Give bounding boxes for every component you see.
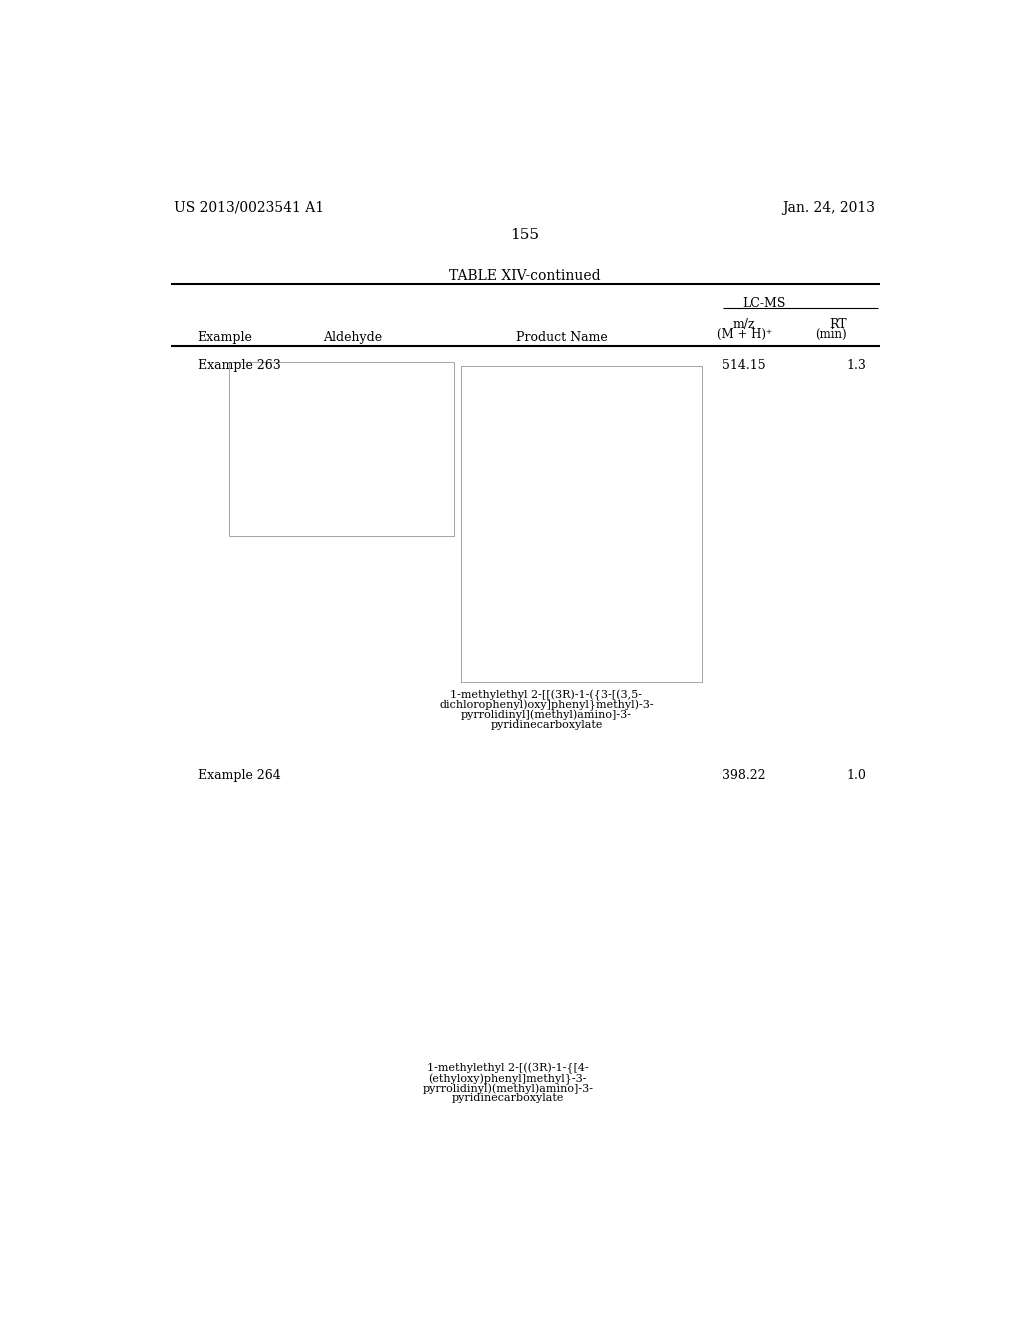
Text: 1.3: 1.3 [847, 359, 866, 372]
Text: pyrrolidinyl](methyl)amino]-3-: pyrrolidinyl](methyl)amino]-3- [461, 710, 632, 721]
Text: 155: 155 [510, 227, 540, 242]
Text: 1.0: 1.0 [847, 770, 866, 781]
Text: RT: RT [829, 318, 847, 331]
Text: m/z: m/z [733, 318, 756, 331]
Bar [228, 363, 454, 536]
Text: pyridinecarboxylate: pyridinecarboxylate [452, 1093, 564, 1104]
Text: pyridinecarboxylate: pyridinecarboxylate [490, 719, 603, 730]
Text: Aldehyde: Aldehyde [324, 331, 382, 345]
Text: (ethyloxy)phenyl]methyl}-3-: (ethyloxy)phenyl]methyl}-3- [428, 1073, 587, 1085]
Text: dichlorophenyl)oxy]phenyl}methyl)-3-: dichlorophenyl)oxy]phenyl}methyl)-3- [439, 700, 653, 711]
Text: TABLE XIV-continued: TABLE XIV-continued [449, 268, 601, 282]
Bar [461, 366, 701, 682]
Text: LC-MS: LC-MS [741, 297, 785, 310]
Text: (min): (min) [815, 327, 847, 341]
Text: 514.15: 514.15 [722, 359, 766, 372]
Text: US 2013/0023541 A1: US 2013/0023541 A1 [174, 201, 325, 215]
Text: Product Name: Product Name [516, 331, 608, 345]
Text: Example: Example [198, 331, 253, 345]
Text: 398.22: 398.22 [722, 770, 766, 781]
Text: Example 264: Example 264 [198, 770, 281, 781]
Text: Example 263: Example 263 [198, 359, 281, 372]
Text: Jan. 24, 2013: Jan. 24, 2013 [782, 201, 876, 215]
Text: 1-methylethyl 2-[[(3R)-1-({3-[(3,5-: 1-methylethyl 2-[[(3R)-1-({3-[(3,5- [451, 689, 642, 701]
Text: (M + H)⁺: (M + H)⁺ [717, 327, 772, 341]
Text: pyrrolidinyl)(methyl)amino]-3-: pyrrolidinyl)(methyl)amino]-3- [422, 1084, 593, 1094]
Text: 1-methylethyl 2-[((3R)-1-{[4-: 1-methylethyl 2-[((3R)-1-{[4- [427, 1063, 589, 1074]
